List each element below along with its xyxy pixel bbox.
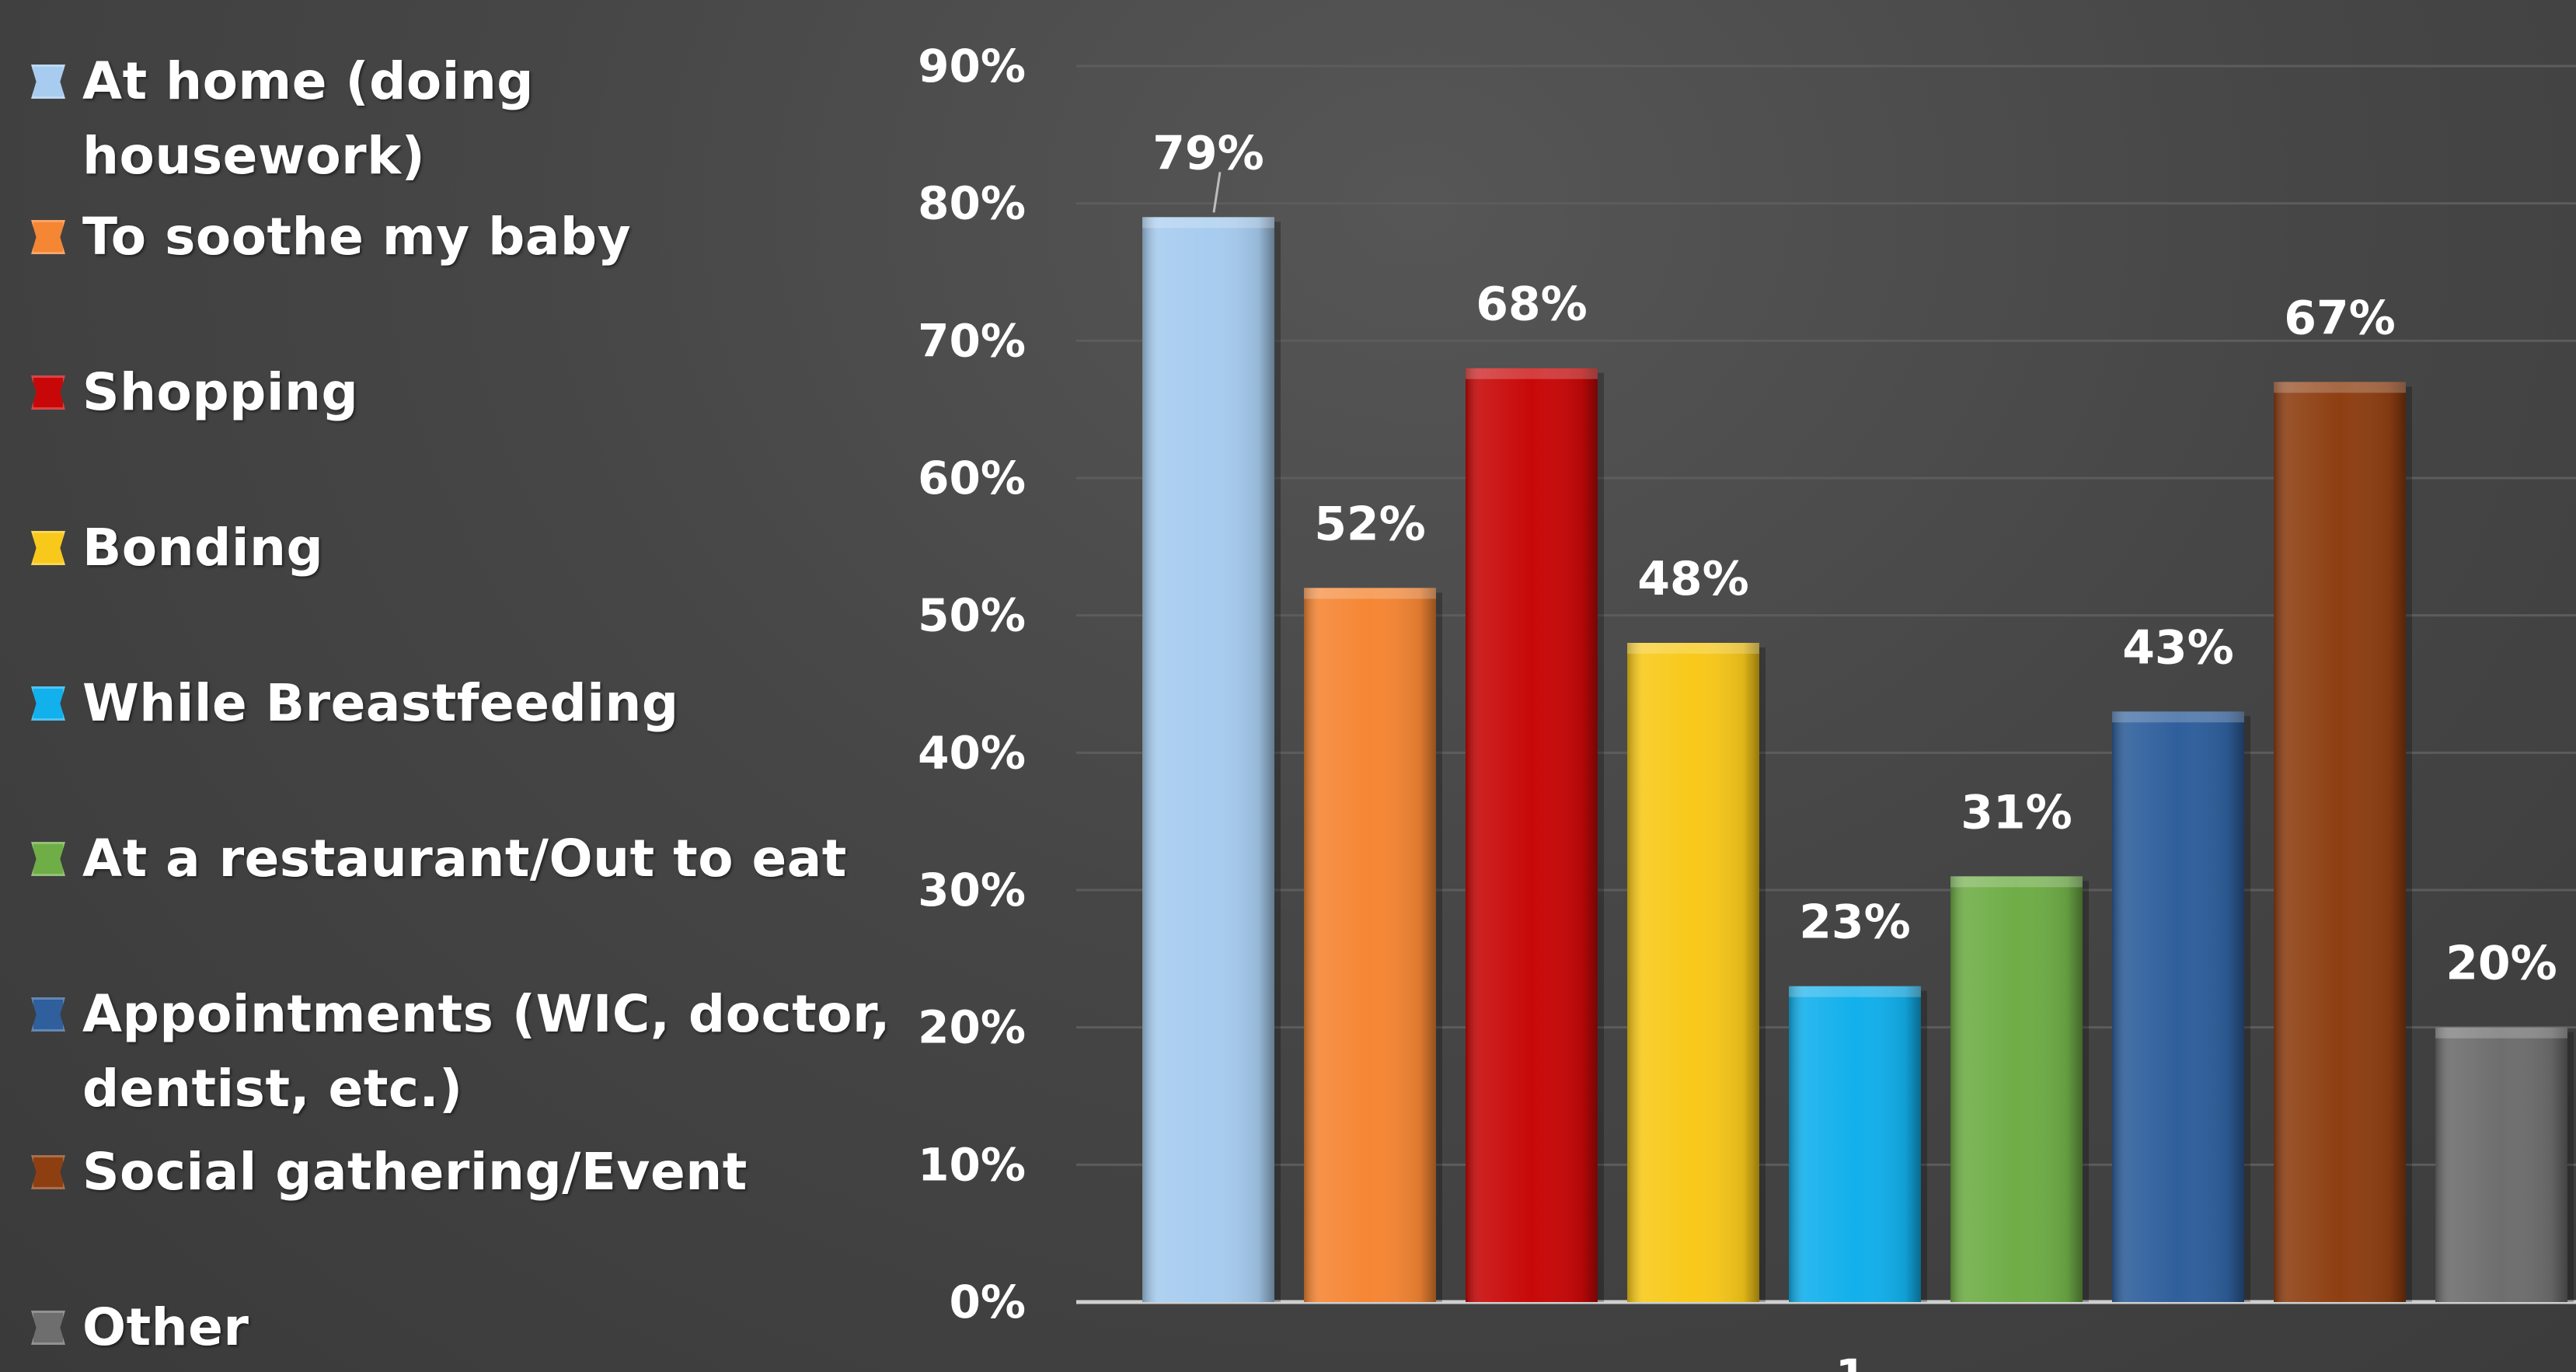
- legend-label: To soothe my baby: [82, 207, 632, 267]
- bar-bevel: [2435, 1027, 2567, 1039]
- legend-item: To soothe my baby: [31, 200, 631, 274]
- data-label: 23%: [1799, 895, 1911, 950]
- chart-legend: At home (doing housework) To soothe my ba…: [0, 0, 890, 1372]
- y-tick-label: 80%: [918, 177, 1026, 230]
- bar-sheen: [2435, 1027, 2567, 1302]
- bar-bevel: [1142, 217, 1274, 229]
- bar-bevel: [2274, 382, 2406, 393]
- legend-swatch: [31, 1311, 65, 1345]
- legend-swatch: [31, 1155, 65, 1189]
- bar-sheen: [1950, 876, 2083, 1302]
- bar-sheen: [1466, 368, 1598, 1303]
- legend-swatch: [31, 842, 65, 876]
- legend-item: Appointments (WIC, doctor, dentist, etc.…: [31, 977, 898, 1126]
- data-label: 43%: [2122, 620, 2234, 675]
- bar: [1789, 986, 1927, 1302]
- legend-item: Other: [31, 1290, 249, 1365]
- bar-sheen: [1304, 588, 1436, 1302]
- bar: [1950, 876, 2089, 1302]
- bar-bevel: [1304, 588, 1436, 599]
- y-tick-label: 40%: [918, 726, 1026, 779]
- legend-label: While Breastfeeding: [82, 673, 679, 733]
- legend-label: At a restaurant/Out to eat: [82, 829, 847, 888]
- data-label: 48%: [1637, 552, 1749, 606]
- y-tick-label: 60%: [918, 452, 1026, 504]
- y-tick-label: 30%: [918, 864, 1026, 916]
- data-label: 20%: [2445, 937, 2557, 991]
- bar-sheen: [2274, 382, 2406, 1302]
- bar-bevel: [1466, 368, 1598, 379]
- bar: [1466, 368, 1604, 1303]
- bar: [2274, 382, 2412, 1302]
- y-tick-label: 0%: [950, 1276, 1026, 1328]
- legend-swatch: [31, 531, 65, 565]
- data-label: 67%: [2284, 291, 2396, 345]
- y-tick-label: 90%: [918, 40, 1026, 93]
- legend-swatch: [31, 220, 65, 254]
- bar-bevel: [1627, 643, 1759, 654]
- bar: [1142, 217, 1281, 1302]
- bar-bevel: [2112, 711, 2244, 723]
- y-tick-label: 10%: [918, 1138, 1026, 1191]
- legend-swatch: [31, 65, 65, 99]
- data-label: 31%: [1961, 785, 2072, 840]
- legend-item: Social gathering/Event: [31, 1135, 748, 1210]
- data-label: 79%: [1152, 126, 1264, 180]
- bar-sheen: [1142, 217, 1274, 1302]
- y-tick-label: 20%: [918, 1001, 1026, 1054]
- legend-item: Bonding: [31, 511, 323, 585]
- bar-sheen: [1627, 643, 1759, 1302]
- data-label-leader: [1212, 172, 1222, 213]
- legend-item: At a restaurant/Out to eat: [31, 822, 847, 896]
- bar-sheen: [1789, 986, 1921, 1302]
- legend-label: At home (doing housework): [82, 51, 535, 186]
- y-tick-label: 50%: [918, 589, 1026, 642]
- legend-label: Appointments (WIC, doctor, dentist, etc.…: [82, 984, 891, 1119]
- bar: [2435, 1027, 2574, 1302]
- legend-label: Other: [82, 1297, 249, 1357]
- legend-swatch: [31, 375, 65, 410]
- y-tick-label: 70%: [918, 314, 1026, 367]
- legend-item: While Breastfeeding: [31, 666, 679, 741]
- bar-bevel: [1950, 876, 2083, 888]
- bar: [1627, 643, 1766, 1302]
- legend-swatch: [31, 997, 65, 1032]
- bar: [2112, 711, 2250, 1302]
- bar-sheen: [2112, 711, 2244, 1302]
- data-label: 68%: [1476, 278, 1588, 332]
- data-label: 52%: [1314, 497, 1426, 551]
- legend-label: Bonding: [82, 518, 324, 578]
- legend-item: At home (doing housework): [31, 44, 863, 194]
- legend-label: Social gathering/Event: [82, 1142, 748, 1202]
- x-tick-label: 1: [1835, 1349, 1867, 1372]
- legend-label: Shopping: [82, 362, 359, 422]
- bar: [1304, 588, 1442, 1302]
- legend-item: Shopping: [31, 355, 358, 430]
- legend-swatch: [31, 686, 65, 721]
- bar-bevel: [1789, 986, 1921, 997]
